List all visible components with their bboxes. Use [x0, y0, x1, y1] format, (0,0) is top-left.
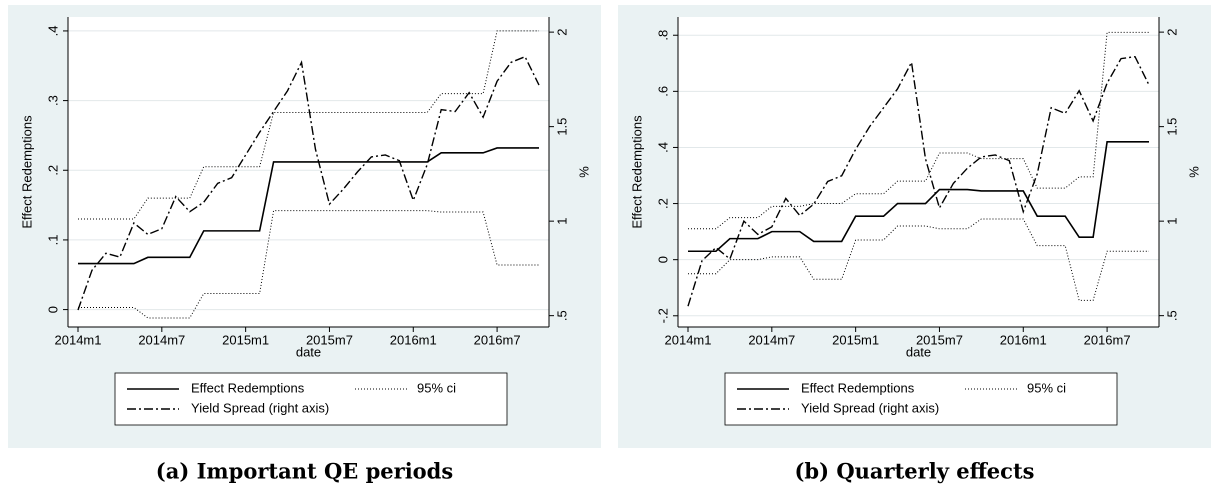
x-tick-label: 2014m7: [138, 332, 185, 347]
y-tick-label: 0: [655, 256, 670, 263]
y-tick-label: .1: [45, 234, 60, 245]
x-tick-label: 2015m1: [832, 332, 879, 347]
y-axis-title: Effect Redemptions: [629, 115, 644, 229]
y-tick-label: 0: [45, 306, 60, 313]
ci-line: [688, 218, 1149, 301]
y-tick-label: .3: [45, 95, 60, 106]
y2-tick-label: 1.5: [554, 118, 569, 136]
y-axis-title: Effect Redemptions: [19, 115, 34, 229]
x-tick-label: 2014m1: [665, 332, 712, 347]
panel: -.2 0 .2 .4 .6 .8 .5 1 1.5 2 2014m1 2014m7 2015m1 201…: [618, 5, 1211, 448]
y2-tick-label: 2: [1164, 29, 1179, 36]
y2-axis-title: %: [1186, 166, 1201, 178]
x-axis-title: date: [296, 344, 321, 359]
x-axis-title: date: [906, 344, 931, 359]
x-tick-label: 2016m7: [474, 332, 521, 347]
series-line: [77, 55, 540, 311]
y2-tick-label: 2: [554, 29, 569, 36]
legend-label: 95% ci: [417, 380, 456, 395]
x-tick-label: 2014m1: [55, 332, 102, 347]
y2-tick-label: .5: [1164, 310, 1179, 321]
legend-label: Yield Spread (right axis): [191, 400, 329, 415]
series-line: [688, 141, 1149, 253]
legend-box: [114, 372, 508, 426]
y-tick-label: .4: [45, 26, 60, 37]
x-tick-label: 2016m1: [1000, 332, 1047, 347]
y-tick-label: .2: [45, 165, 60, 176]
x-tick-label: 2015m7: [916, 332, 963, 347]
legend-label: Effect Redemptions: [191, 380, 305, 395]
series-line: [78, 147, 539, 265]
legend-label: Yield Spread (right axis): [801, 400, 939, 415]
y2-tick-label: 1: [554, 218, 569, 225]
ci-line: [688, 31, 1149, 230]
y-tick-label: .8: [655, 30, 670, 41]
caption: (a) Important QE periods: [156, 459, 453, 484]
y2-tick-label: .5: [554, 310, 569, 321]
panel: 0 .1 .2 .3 .4 .5 1 1.5 2 2014m1 2014m7 2015m1 2015m7…: [8, 5, 601, 448]
y2-tick-label: 1: [1164, 218, 1179, 225]
y-tick-label: .6: [655, 86, 670, 97]
x-tick-label: 2014m7: [748, 332, 795, 347]
legend-label: 95% ci: [1027, 380, 1066, 395]
caption: (b) Quarterly effects: [795, 459, 1035, 484]
y2-axis-title: %: [576, 166, 591, 178]
x-tick-label: 2016m7: [1084, 332, 1131, 347]
y-tick-label: -.2: [655, 308, 670, 323]
x-tick-label: 2015m7: [306, 332, 353, 347]
x-tick-label: 2015m1: [222, 332, 269, 347]
legend-label: Effect Redemptions: [801, 380, 915, 395]
legend-box: [724, 372, 1118, 426]
plot-area: [68, 17, 549, 327]
y2-tick-label: 1.5: [1164, 118, 1179, 136]
series-line: [687, 55, 1150, 307]
y-tick-label: .2: [655, 198, 670, 209]
y-tick-label: .4: [655, 142, 670, 153]
ci-line: [78, 210, 539, 319]
x-tick-label: 2016m1: [390, 332, 437, 347]
plot-area: [678, 17, 1159, 327]
